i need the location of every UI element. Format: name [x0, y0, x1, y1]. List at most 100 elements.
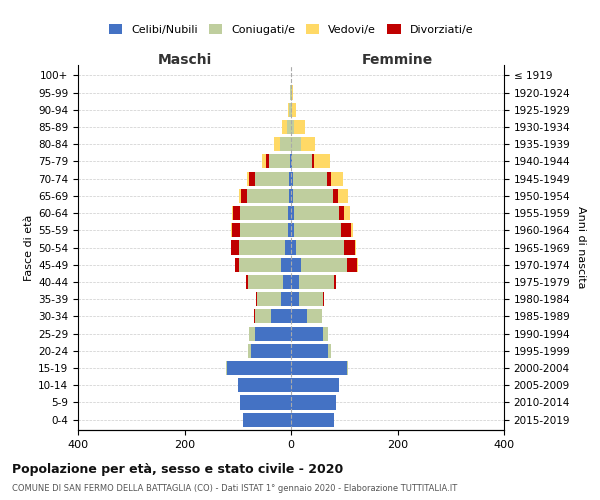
Bar — [288, 102, 289, 117]
Bar — [291, 240, 296, 254]
Bar — [291, 292, 299, 306]
Bar — [291, 378, 339, 392]
Bar — [255, 172, 289, 185]
Bar — [255, 326, 291, 340]
Bar — [246, 275, 248, 289]
Bar — [232, 206, 233, 220]
Bar — [333, 189, 338, 203]
Bar — [293, 172, 327, 185]
Bar — [254, 310, 255, 324]
Bar — [289, 102, 291, 117]
Bar — [269, 154, 290, 168]
Bar — [227, 361, 291, 375]
Bar — [291, 344, 328, 358]
Bar — [344, 206, 350, 220]
Bar — [299, 292, 323, 306]
Bar — [313, 154, 314, 168]
Bar — [247, 172, 250, 185]
Y-axis label: Fasce di età: Fasce di età — [24, 214, 34, 280]
Bar — [339, 206, 344, 220]
Bar — [291, 102, 292, 117]
Bar — [314, 154, 330, 168]
Bar — [281, 292, 291, 306]
Text: Popolazione per età, sesso e stato civile - 2020: Popolazione per età, sesso e stato civil… — [12, 462, 343, 475]
Bar — [291, 396, 336, 409]
Bar — [255, 310, 271, 324]
Bar — [291, 412, 334, 426]
Bar — [250, 172, 255, 185]
Bar — [344, 240, 355, 254]
Bar — [301, 137, 316, 152]
Bar — [232, 223, 240, 238]
Bar — [291, 154, 292, 168]
Bar — [241, 206, 289, 220]
Bar — [294, 223, 341, 238]
Bar — [241, 189, 247, 203]
Bar — [239, 240, 284, 254]
Bar — [248, 344, 251, 358]
Bar — [283, 275, 291, 289]
Bar — [291, 120, 294, 134]
Bar — [294, 120, 305, 134]
Bar — [251, 344, 291, 358]
Bar — [274, 137, 280, 152]
Bar — [291, 137, 301, 152]
Bar — [291, 361, 347, 375]
Bar — [250, 326, 255, 340]
Bar — [291, 223, 294, 238]
Bar — [296, 240, 344, 254]
Bar — [289, 206, 291, 220]
Bar — [292, 154, 313, 168]
Bar — [323, 326, 328, 340]
Bar — [331, 172, 343, 185]
Bar — [355, 240, 356, 254]
Bar — [293, 206, 339, 220]
Bar — [247, 189, 289, 203]
Bar — [288, 223, 291, 238]
Bar — [239, 189, 241, 203]
Bar — [327, 172, 331, 185]
Bar — [334, 275, 336, 289]
Text: Maschi: Maschi — [157, 52, 212, 66]
Bar — [291, 326, 323, 340]
Bar — [235, 258, 239, 272]
Legend: Celibi/Nubili, Coniugati/e, Vedovi/e, Divorziati/e: Celibi/Nubili, Coniugati/e, Vedovi/e, Di… — [104, 20, 478, 39]
Bar — [293, 189, 333, 203]
Bar — [291, 189, 293, 203]
Bar — [248, 275, 283, 289]
Bar — [289, 189, 291, 203]
Bar — [350, 223, 353, 238]
Text: COMUNE DI SAN FERMO DELLA BATTAGLIA (CO) - Dati ISTAT 1° gennaio 2020 - Elaboraz: COMUNE DI SAN FERMO DELLA BATTAGLIA (CO)… — [12, 484, 457, 493]
Bar — [291, 206, 293, 220]
Bar — [291, 275, 299, 289]
Bar — [284, 240, 291, 254]
Bar — [266, 154, 269, 168]
Bar — [233, 206, 241, 220]
Bar — [347, 361, 348, 375]
Bar — [338, 189, 348, 203]
Bar — [283, 120, 287, 134]
Bar — [241, 396, 291, 409]
Bar — [299, 275, 334, 289]
Bar — [239, 258, 281, 272]
Bar — [307, 310, 322, 324]
Bar — [291, 258, 301, 272]
Y-axis label: Anni di nascita: Anni di nascita — [576, 206, 586, 289]
Bar — [289, 172, 291, 185]
Bar — [290, 154, 291, 168]
Bar — [238, 378, 291, 392]
Bar — [240, 223, 288, 238]
Bar — [347, 258, 357, 272]
Bar — [291, 310, 307, 324]
Text: Femmine: Femmine — [362, 52, 433, 66]
Bar — [271, 310, 291, 324]
Bar — [280, 137, 291, 152]
Bar — [323, 292, 324, 306]
Bar — [226, 361, 227, 375]
Bar — [328, 344, 331, 358]
Bar — [301, 258, 347, 272]
Bar — [256, 292, 257, 306]
Bar — [287, 120, 291, 134]
Bar — [341, 223, 350, 238]
Bar — [232, 240, 239, 254]
